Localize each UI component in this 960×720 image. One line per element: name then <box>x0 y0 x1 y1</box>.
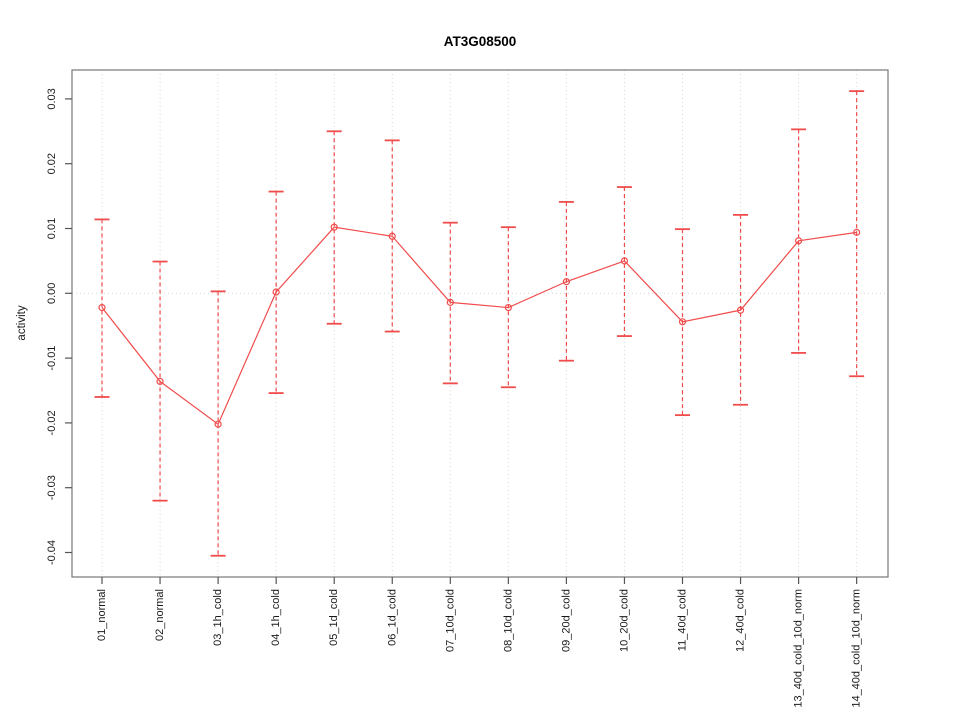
y-tick-label: 0.00 <box>46 283 58 304</box>
data-point <box>504 303 512 312</box>
x-tick-label: 11_40d_cold <box>677 589 689 651</box>
x-tick-label: 06_1d_cold <box>386 589 398 646</box>
y-tick-label: 0.01 <box>46 218 58 239</box>
data-point <box>794 237 803 245</box>
x-tick-label: 02_normal <box>154 589 166 641</box>
y-tick-label: -0.04 <box>46 540 58 565</box>
y-tick-label: 0.02 <box>46 153 58 174</box>
y-tick-label: -0.02 <box>46 410 58 435</box>
y-tick-label: -0.03 <box>46 475 58 500</box>
data-point <box>330 223 338 231</box>
x-tick-label: 07_10d_cold <box>444 589 456 652</box>
data-point <box>214 420 222 428</box>
x-tick-label: 09_20d_cold <box>560 589 572 652</box>
data-point <box>272 288 280 296</box>
data-point <box>562 278 571 286</box>
y-axis-label: activity <box>16 305 28 340</box>
x-tick-label: 01_normal <box>96 589 108 641</box>
x-tick-label: 08_10d_cold <box>502 589 514 652</box>
data-point <box>620 257 629 265</box>
data-point <box>156 377 164 386</box>
x-tick-label: 14_40d_cold_10d_norm <box>851 589 863 708</box>
error-bars-layer <box>94 90 865 557</box>
x-tick-label: 04_1h_cold <box>270 589 282 646</box>
series-layer <box>98 223 861 428</box>
data-point <box>736 306 745 314</box>
data-point <box>388 232 396 240</box>
x-tick-label: 03_1h_cold <box>212 589 224 646</box>
y-tick-label: 0.03 <box>46 88 58 109</box>
data-point <box>446 298 454 306</box>
x-tick-label: 12_40d_cold <box>735 589 747 652</box>
chart-title: AT3G08500 <box>444 34 517 49</box>
data-point <box>853 228 861 236</box>
data-point <box>678 318 687 326</box>
plot-border <box>71 69 889 578</box>
x-tick-label: 05_1d_cold <box>328 589 340 646</box>
y-tick-label: -0.01 <box>46 346 58 371</box>
x-tick-label: 10_20d_cold <box>618 589 630 652</box>
axes-layer: 0.03 0.02 0.01 0.00 -0.01 -0.02 -0.03 -0.04 01_n… <box>46 69 889 708</box>
x-tick-label: 13_40d_cold_10d_norm <box>793 589 805 708</box>
data-point <box>98 303 106 312</box>
gridlines-layer <box>72 70 888 577</box>
series-line <box>101 226 857 426</box>
